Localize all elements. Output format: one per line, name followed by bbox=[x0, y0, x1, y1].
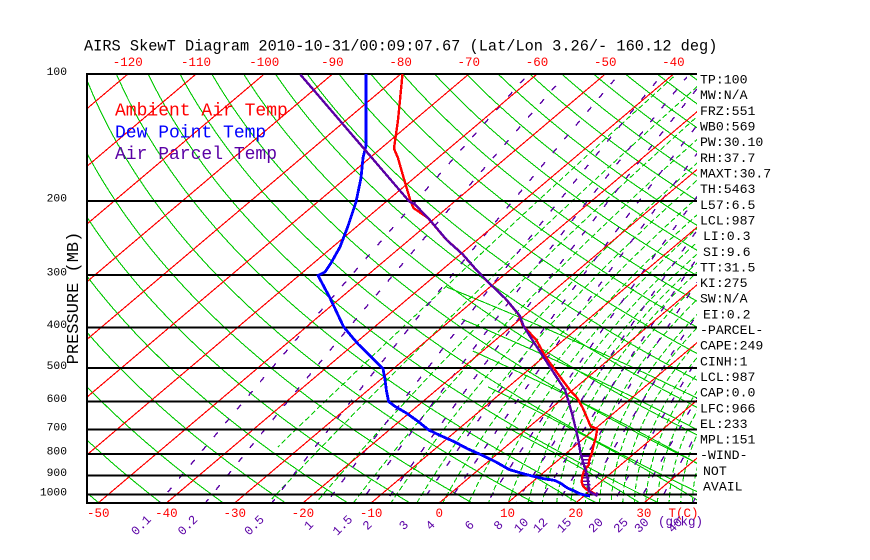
svg-text:CAP:0.0: CAP:0.0 bbox=[700, 386, 755, 401]
svg-text:T(C): T(C) bbox=[668, 507, 698, 521]
svg-text:TT:31.5: TT:31.5 bbox=[700, 260, 755, 275]
svg-text:600: 600 bbox=[47, 394, 68, 406]
svg-text:LCL:987: LCL:987 bbox=[700, 213, 755, 228]
svg-text:-40: -40 bbox=[662, 56, 685, 70]
svg-text:RH:37.7: RH:37.7 bbox=[700, 151, 755, 166]
svg-text:Dew Point Temp: Dew Point Temp bbox=[115, 124, 266, 144]
svg-text:MPL:151: MPL:151 bbox=[700, 433, 755, 448]
svg-text:EL:233: EL:233 bbox=[700, 417, 748, 432]
svg-text:L57:6.5: L57:6.5 bbox=[700, 198, 755, 213]
svg-text:AIRS SkewT Diagram 2010-10-31/: AIRS SkewT Diagram 2010-10-31/00:09:07.6… bbox=[84, 38, 717, 56]
svg-text:Air Parcel Temp: Air Parcel Temp bbox=[115, 145, 277, 165]
svg-text:PRESSURE (MB): PRESSURE (MB) bbox=[65, 232, 84, 365]
svg-text:LI:0.3: LI:0.3 bbox=[703, 229, 751, 244]
svg-text:10: 10 bbox=[500, 507, 515, 521]
svg-text:Ambient Air Temp: Ambient Air Temp bbox=[115, 102, 288, 122]
svg-text:MAXT:30.7: MAXT:30.7 bbox=[700, 167, 771, 182]
svg-text:CAPE:249: CAPE:249 bbox=[700, 339, 763, 354]
svg-text:-70: -70 bbox=[458, 56, 481, 70]
svg-text:20: 20 bbox=[568, 507, 583, 521]
svg-text:400: 400 bbox=[47, 320, 68, 332]
svg-text:-40: -40 bbox=[155, 507, 178, 521]
svg-text:100: 100 bbox=[47, 67, 68, 79]
svg-text:NOT: NOT bbox=[703, 464, 727, 479]
svg-text:-WIND-: -WIND- bbox=[700, 448, 747, 463]
svg-text:500: 500 bbox=[47, 361, 68, 373]
svg-text:30: 30 bbox=[636, 507, 651, 521]
svg-text:-50: -50 bbox=[87, 507, 110, 521]
svg-text:-30: -30 bbox=[223, 507, 246, 521]
svg-text:MW:N/A: MW:N/A bbox=[700, 88, 748, 103]
svg-text:-20: -20 bbox=[292, 507, 315, 521]
svg-text:-PARCEL-: -PARCEL- bbox=[700, 323, 763, 338]
svg-text:TP:100: TP:100 bbox=[700, 73, 748, 88]
svg-text:SW:N/A: SW:N/A bbox=[700, 292, 748, 307]
svg-text:-80: -80 bbox=[389, 56, 412, 70]
svg-text:CINH:1: CINH:1 bbox=[700, 354, 748, 369]
svg-text:TH:5463: TH:5463 bbox=[700, 182, 755, 197]
svg-text:AVAIL: AVAIL bbox=[703, 480, 743, 495]
svg-text:WB0:569: WB0:569 bbox=[700, 120, 755, 135]
svg-text:-60: -60 bbox=[526, 56, 549, 70]
svg-text:-10: -10 bbox=[360, 507, 383, 521]
svg-text:-120: -120 bbox=[113, 56, 143, 70]
svg-text:FRZ:551: FRZ:551 bbox=[700, 104, 755, 119]
svg-text:-110: -110 bbox=[181, 56, 211, 70]
svg-text:1000: 1000 bbox=[40, 487, 67, 499]
svg-text:900: 900 bbox=[47, 468, 68, 480]
svg-text:-100: -100 bbox=[249, 56, 279, 70]
svg-text:PW:30.10: PW:30.10 bbox=[700, 135, 763, 150]
svg-text:LCL:987: LCL:987 bbox=[700, 370, 755, 385]
svg-text:800: 800 bbox=[47, 447, 68, 459]
svg-text:LFC:966: LFC:966 bbox=[700, 401, 755, 416]
svg-text:(g/kg): (g/kg) bbox=[658, 516, 703, 530]
svg-text:EI:0.2: EI:0.2 bbox=[703, 307, 750, 322]
svg-text:SI:9.6: SI:9.6 bbox=[703, 245, 751, 260]
svg-text:700: 700 bbox=[47, 422, 68, 434]
svg-text:200: 200 bbox=[47, 194, 68, 206]
svg-text:0: 0 bbox=[435, 507, 443, 521]
svg-text:-50: -50 bbox=[594, 56, 617, 70]
svg-text:KI:275: KI:275 bbox=[700, 276, 748, 291]
svg-text:300: 300 bbox=[47, 268, 68, 280]
svg-text:-90: -90 bbox=[321, 56, 344, 70]
